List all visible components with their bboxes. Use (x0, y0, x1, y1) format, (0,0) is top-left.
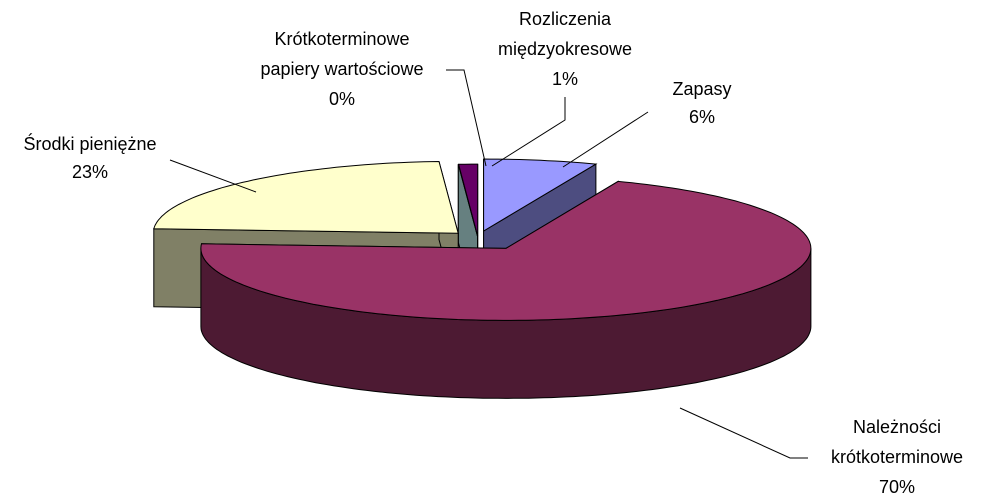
value-label: 70% (879, 477, 915, 497)
category-label: Rozliczenia międzyokresowe (498, 9, 632, 59)
value-label: 0% (329, 89, 355, 109)
leader-line (562, 111, 649, 168)
category-label: Środki pieniężne (23, 133, 156, 154)
category-label: Krótkoterminowe papiery wartościowe (260, 29, 423, 79)
data-label: Należności krótkoterminowe 70% (679, 407, 963, 497)
leader-line (491, 97, 566, 167)
slice (457, 163, 479, 237)
leader-line (679, 407, 808, 459)
category-label: Zapasy (672, 79, 731, 99)
slice (153, 160, 459, 234)
value-label: 23% (72, 162, 108, 182)
data-label: Zapasy 6% (562, 79, 732, 168)
data-label: Rozliczenia międzyokresowe 1% (491, 9, 632, 167)
value-label: 6% (689, 107, 715, 127)
slice (483, 158, 598, 232)
data-label: Środki pieniężne 23% (23, 133, 257, 193)
data-label: Krótkoterminowe papiery wartościowe 0% (260, 29, 487, 167)
leader-line (169, 159, 257, 193)
category-label: Należności krótkoterminowe (831, 417, 963, 467)
slice (200, 180, 812, 321)
leader-line (446, 69, 487, 167)
value-label: 1% (552, 69, 578, 89)
